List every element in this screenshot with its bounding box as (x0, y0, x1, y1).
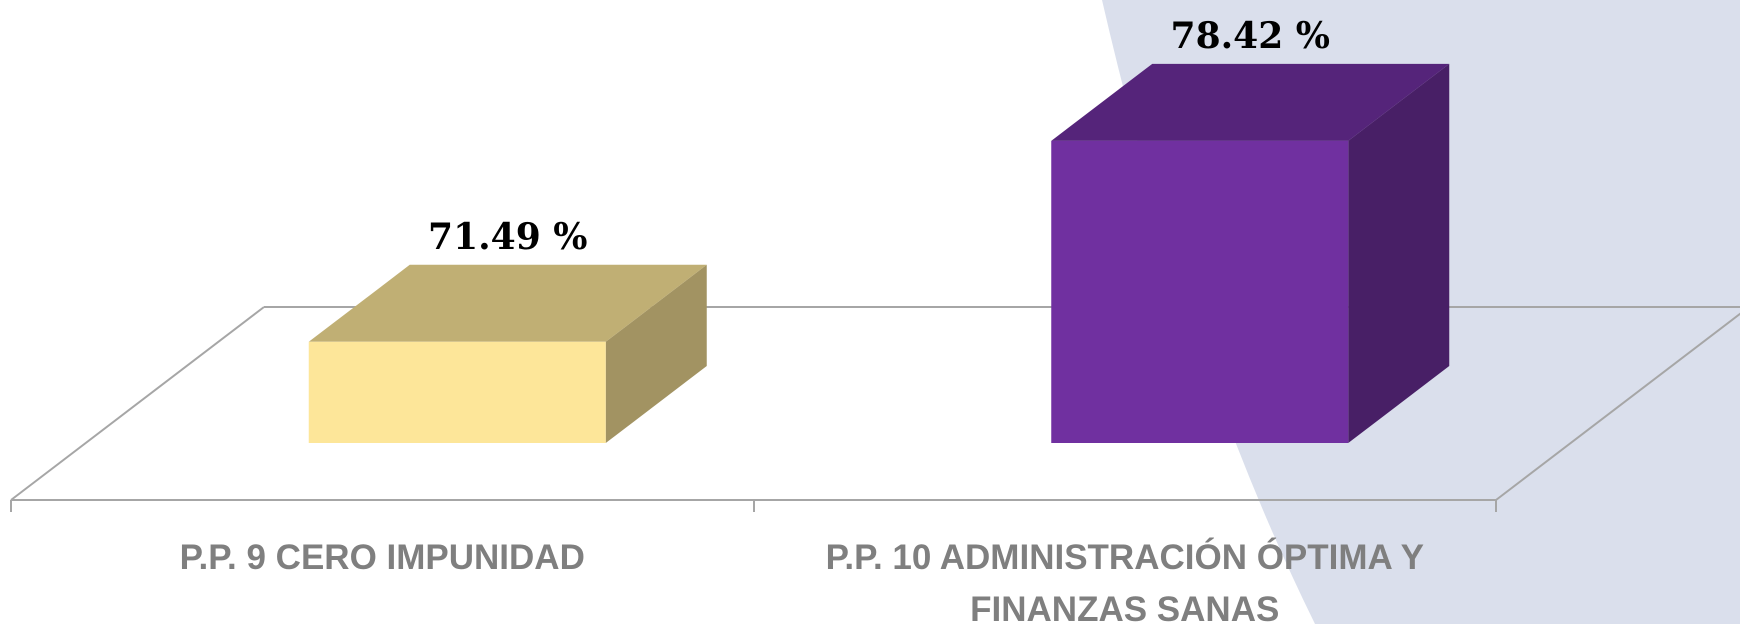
category-label: P.P. 10 ADMINISTRACIÓN ÓPTIMA Y FINANZAS… (825, 538, 1424, 629)
bar (308, 341, 606, 443)
bar-top (1051, 63, 1450, 141)
floor-right (1495, 312, 1740, 501)
value-label: 71.49 % (428, 216, 587, 258)
value-label: 78.42 % (1171, 15, 1330, 57)
floor-left (10, 306, 265, 501)
category-label: P.P. 9 CERO IMPUNIDAD (179, 538, 585, 577)
bar (1051, 140, 1349, 443)
bar-top (308, 264, 707, 342)
bar-side (1348, 63, 1450, 443)
bar-side (605, 264, 707, 443)
